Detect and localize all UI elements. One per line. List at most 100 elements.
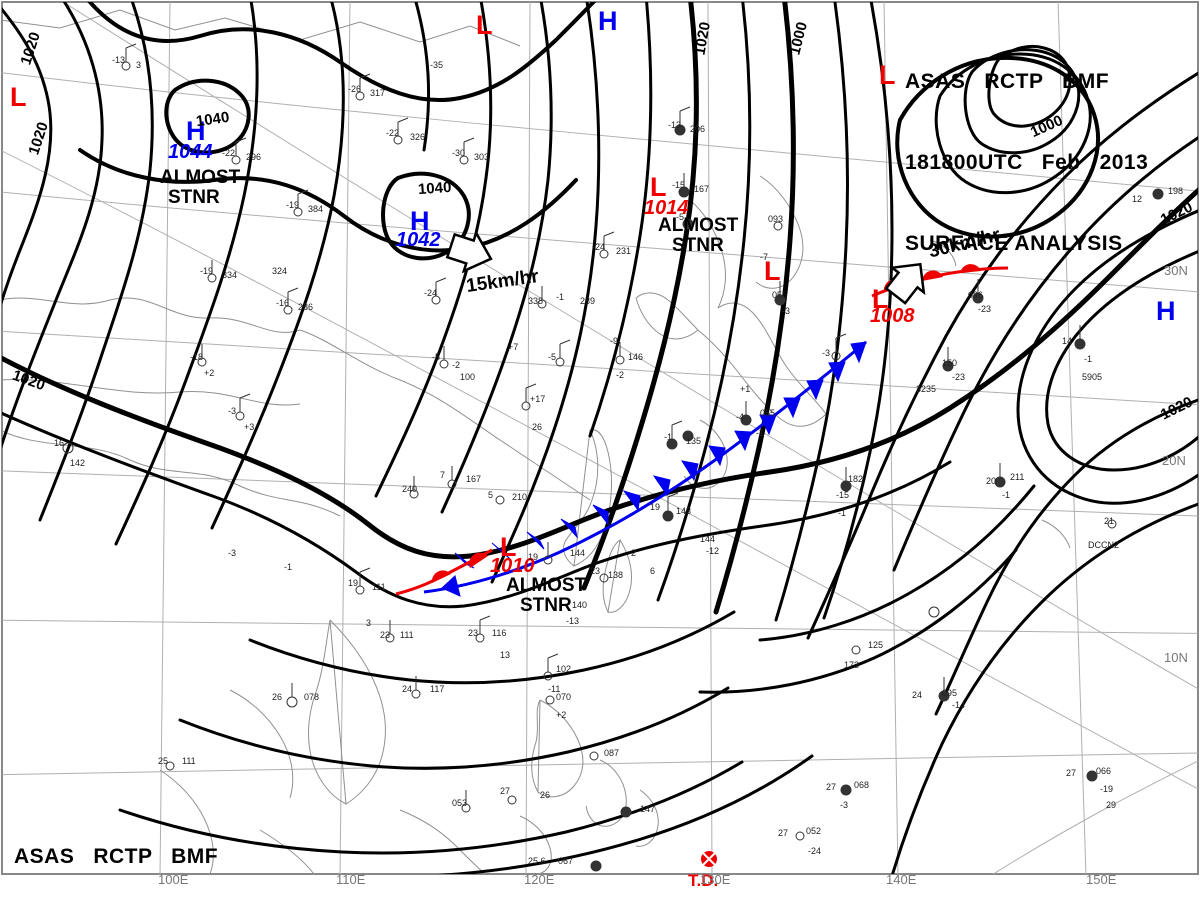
station-plot-value: 26 [540,790,551,800]
station-plot-value: 147 [640,804,656,814]
station-plot-value: +2 [556,710,567,720]
station-plot-value: 23 [590,566,601,576]
station-plot-value: 211 [1010,472,1025,482]
station-plot-value: +1 [740,384,751,394]
station-plot-value: 338 [528,296,544,306]
graticule-label: 140E [886,872,917,887]
station-plot-value: -1 [756,428,765,438]
station-plot-value: -19 [1100,784,1114,794]
station-plot-value: +17 [530,394,546,404]
low-1014-note-line1: ALMOST [658,215,739,236]
station-plot-value: 052 [806,826,822,836]
station-plot-value: 25 [158,756,169,766]
station-plot-value: 135 [686,436,702,446]
station-plot-value: -2 [616,370,625,380]
station-plot-value: 140 [572,600,588,610]
station-plot-value: 5905 [1082,372,1103,382]
station-plot-value: -24 [424,288,438,298]
station-plot-value: -4 [736,412,745,422]
station-plot-value: 26 [272,692,283,702]
station-plot-value: -3 [822,348,831,358]
low-1014-note-line2: STNR [672,235,724,256]
station-plot-value: 24 [912,690,923,700]
station-plot-value: 19 [650,502,661,512]
high-center-right-symbol: H [1156,296,1176,326]
high-center-1042-value: 1042 [396,229,441,251]
station-plot-value: -5 [432,352,441,362]
station-plot-value: 27 [1066,768,1077,778]
station-plot-value: 21 [1104,516,1115,526]
motion-arrow-30kmhr [884,262,926,305]
station-plot-value: -3 [840,800,849,810]
station-plot-value: -19 [200,266,214,276]
low-1010-note-line2: STNR [520,595,572,616]
high-center-1044-symbol: H [186,116,206,146]
station-plot-value: -1 [664,432,673,442]
station-plot-value: -18 [190,352,204,362]
station-plot-value: 102 [556,664,572,674]
station-plot-value: -2 [628,548,637,558]
cold-front-main [423,340,867,597]
station-plot-value: 096 [968,290,984,300]
station-plot-value: 25.6 [528,856,546,866]
station-plot-value: -30 [452,148,466,158]
high-1044-note-line1: ALMOST [160,167,241,188]
station-plot-value: 111 [400,630,414,640]
graticule-label: 10N [1164,650,1188,665]
station-plot-value: 16 [54,438,65,448]
station-plot-value: 198 [1168,186,1184,196]
station-plot-value: 303 [474,152,490,162]
station-plot-value: -3 [782,306,791,316]
station-plot-value: 3235 [916,384,937,394]
station-plot-value: 14 [1062,336,1073,346]
station-plot-value: -19 [286,200,300,210]
station-plot-value: 289 [580,296,596,306]
station-plot-value: 13 [500,650,511,660]
station-plot-value: 173 [844,660,860,670]
station-plot-value: -3 [228,548,237,558]
title-top-line2: 181800UTC Feb 2013 [905,151,1149,174]
station-plot-value: 27 [778,828,789,838]
station-plot-value: 286 [298,302,314,312]
station-plot-value: -13 [566,616,580,626]
station-plot-value: -11 [548,684,561,694]
station-plot-value: 182 [848,474,864,484]
graticule-label: 150E [1086,872,1117,887]
station-plot-value: 142 [70,458,86,468]
high-center-1044-value: 1044 [168,141,213,163]
station-plot-value: 210 [512,492,528,502]
station-plot-value: 068 [854,780,870,790]
station-plot-value: -1 [1002,490,1011,500]
tropical-depression-icon [701,851,717,867]
station-plot-value: 19 [348,578,359,588]
station-plot-value: -1 [1084,354,1093,364]
station-plot-value: 111 [182,756,196,766]
station-plot-value: 317 [370,88,386,98]
station-plot-value: 334 [222,270,238,280]
station-plot-value: -3 [228,406,237,416]
station-plot-value: -22 [222,148,236,158]
station-plot-value: -1 [556,292,565,302]
station-plot-value: -24 [592,242,606,252]
low-center-1008-value: 1008 [870,305,915,327]
graticule-label: 110E [336,872,366,887]
station-plot-value: 053 [452,798,468,808]
warm-front-1010 [395,548,493,596]
station-plot-value: 125 [868,640,884,650]
station-plot-value: -14 [952,700,966,710]
station-plot-value: 12 [1132,194,1143,204]
station-plot-value: 20 [986,476,997,486]
low-center-japan-symbol: L [764,256,781,286]
station-plot-value: 117 [430,684,445,694]
station-plot-value: -13 [668,120,682,130]
station-plot-value: 150 [942,358,958,368]
station-plot-value: 384 [308,204,324,214]
high-1044-note-line2: STNR [168,187,220,208]
station-plot-value: 144 [570,548,586,558]
isobars [2,2,1198,874]
station-plot-value: 26 [532,422,543,432]
low-center-1014-symbol: L [650,172,667,202]
title-bottom-line1: ASAS RCTP BMF [14,845,219,868]
station-plot-value: 143 [676,506,692,516]
